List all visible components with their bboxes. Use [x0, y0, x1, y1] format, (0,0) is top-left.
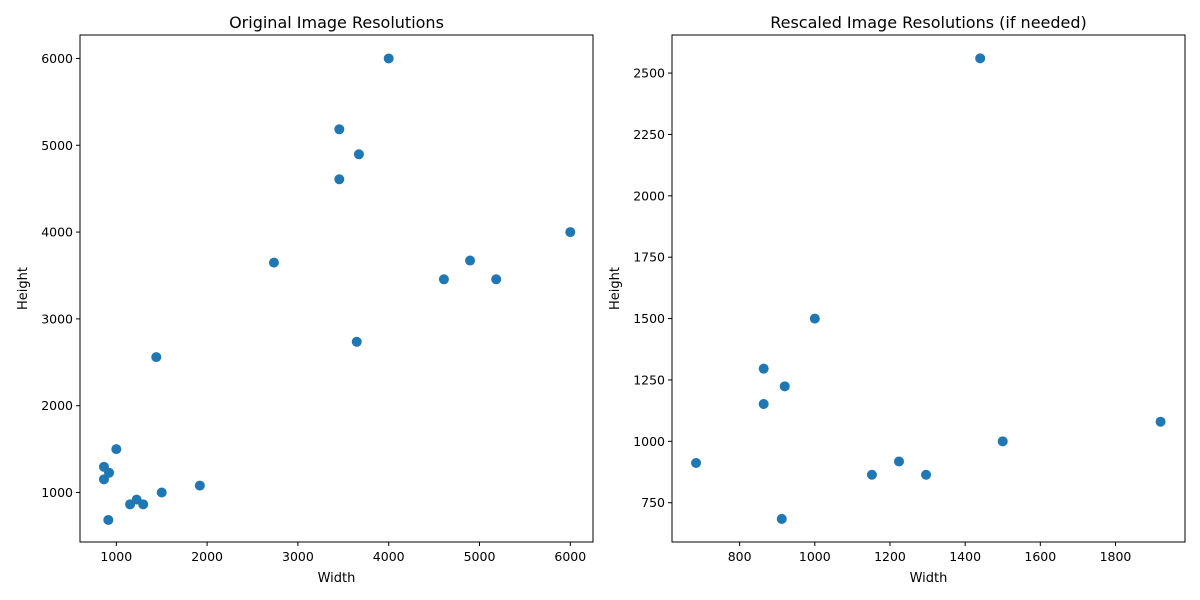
chart-2-x-axis-label: Width: [910, 571, 948, 586]
chart-1-point: [151, 352, 162, 363]
chart-2-y-tick-label: 2250: [633, 127, 665, 142]
chart-1-x-tick-label: 1000: [100, 549, 132, 564]
chart-1-point: [125, 499, 136, 510]
chart-1-title: Original Image Resolutions: [229, 13, 444, 32]
chart-1-y-tick-label: 6000: [41, 51, 73, 66]
chart-1-y-tick-label: 3000: [41, 311, 73, 326]
chart-2-point: [921, 469, 932, 480]
chart-1-x-tick-label: 6000: [554, 549, 586, 564]
chart-2-point: [1155, 416, 1166, 427]
chart-2-x-tick-label: 1000: [799, 549, 831, 564]
chart-1-point: [351, 336, 362, 347]
chart-1-point: [138, 499, 149, 510]
chart-2-y-tick-label: 1000: [633, 434, 665, 449]
chart-1-point: [334, 124, 345, 135]
chart-2-point: [758, 399, 769, 410]
chart-2-y-tick-label: 2000: [633, 188, 665, 203]
chart-1-point: [111, 444, 122, 455]
chart-2-point: [776, 513, 787, 524]
chart-2-x-tick-label: 1600: [1024, 549, 1056, 564]
chart-2-point: [691, 457, 702, 468]
chart-2-y-tick-label: 2500: [633, 66, 665, 81]
chart-2-point: [758, 363, 769, 374]
chart-2-y-axis-label: Height: [608, 267, 623, 310]
chart-1-point: [334, 174, 345, 185]
chart-1-point: [491, 274, 502, 285]
chart-2-y-tick-label: 1250: [633, 372, 665, 387]
chart-1-point: [353, 149, 364, 160]
chart-2-x-tick-label: 1800: [1100, 549, 1132, 564]
chart-1-x-tick-label: 2000: [191, 549, 223, 564]
chart-1-point: [98, 474, 109, 485]
chart-2-point: [866, 469, 877, 480]
chart-1-point: [103, 514, 114, 525]
chart-1-point: [565, 227, 576, 238]
chart-2-point: [809, 313, 820, 324]
chart-1-point: [156, 487, 167, 498]
chart-1-point: [194, 480, 205, 491]
chart-1-y-tick-label: 4000: [41, 225, 73, 240]
chart-2-point: [997, 436, 1008, 447]
chart-1-axes-frame: [79, 34, 594, 543]
chart-1-y-axis-label: Height: [16, 267, 31, 310]
chart-2-x-tick-label: 800: [728, 549, 752, 564]
chart-2-x-tick-label: 1200: [874, 549, 906, 564]
chart-1-x-tick-label: 5000: [464, 549, 496, 564]
chart-1-point: [268, 257, 279, 268]
chart-2-y-tick-label: 750: [641, 495, 665, 510]
chart-1-point: [438, 274, 449, 285]
chart-2-point: [779, 381, 790, 392]
chart-2-axes-frame: [671, 34, 1186, 543]
chart-1-y-tick-label: 1000: [41, 485, 73, 500]
chart-1-y-tick-label: 2000: [41, 398, 73, 413]
chart-1-x-tick-label: 3000: [282, 549, 314, 564]
chart-1-x-axis-label: Width: [318, 571, 356, 586]
chart-2-point: [893, 456, 904, 467]
chart-2-title: Rescaled Image Resolutions (if needed): [770, 13, 1087, 32]
chart-2-x-tick-label: 1400: [949, 549, 981, 564]
chart-2-y-tick-label: 1750: [633, 250, 665, 265]
chart-1-point: [383, 53, 394, 64]
chart-1-y-tick-label: 5000: [41, 138, 73, 153]
chart-1-x-tick-label: 4000: [373, 549, 405, 564]
chart-2-point: [975, 53, 986, 64]
chart-2-y-tick-label: 1500: [633, 311, 665, 326]
chart-1-point: [465, 255, 476, 266]
